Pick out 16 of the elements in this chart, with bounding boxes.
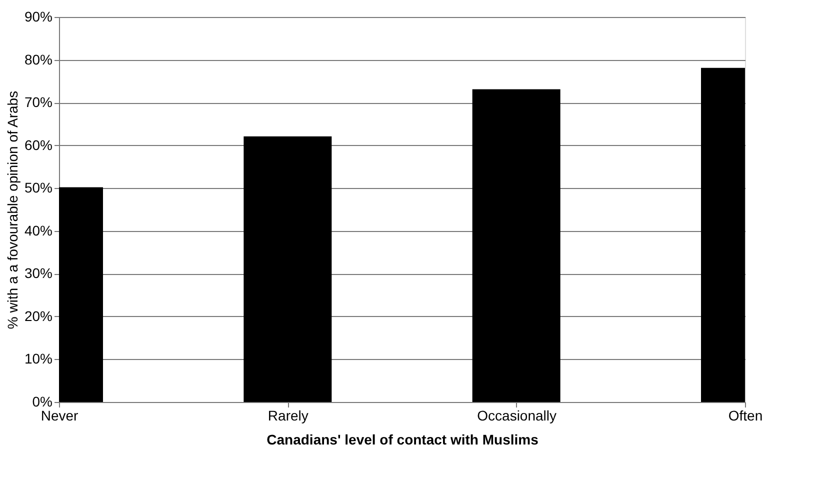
- y-tick-label: 50%: [24, 180, 52, 196]
- y-tick-label: 70%: [24, 94, 52, 110]
- y-tick-label: 80%: [24, 51, 52, 68]
- y-tick-label: 20%: [24, 308, 52, 324]
- x-axis-title: Canadians' level of contact with Muslims: [266, 432, 539, 448]
- x-tick-label: Rarely: [268, 408, 308, 424]
- x-tick-label: Never: [40, 408, 79, 424]
- y-tick-label: 0%: [32, 394, 52, 410]
- y-tick-label: 40%: [24, 222, 52, 238]
- y-tick-label: 90%: [24, 8, 52, 24]
- y-tick-label: 10%: [24, 350, 52, 367]
- x-tick-label: Occasionally: [477, 408, 557, 424]
- y-tick-label: 30%: [24, 265, 52, 282]
- y-axis-title: % with a a fovourable opinion of Arabs: [4, 90, 20, 330]
- x-tick-label: Often: [728, 408, 763, 424]
- y-tick-label: 60%: [24, 136, 52, 153]
